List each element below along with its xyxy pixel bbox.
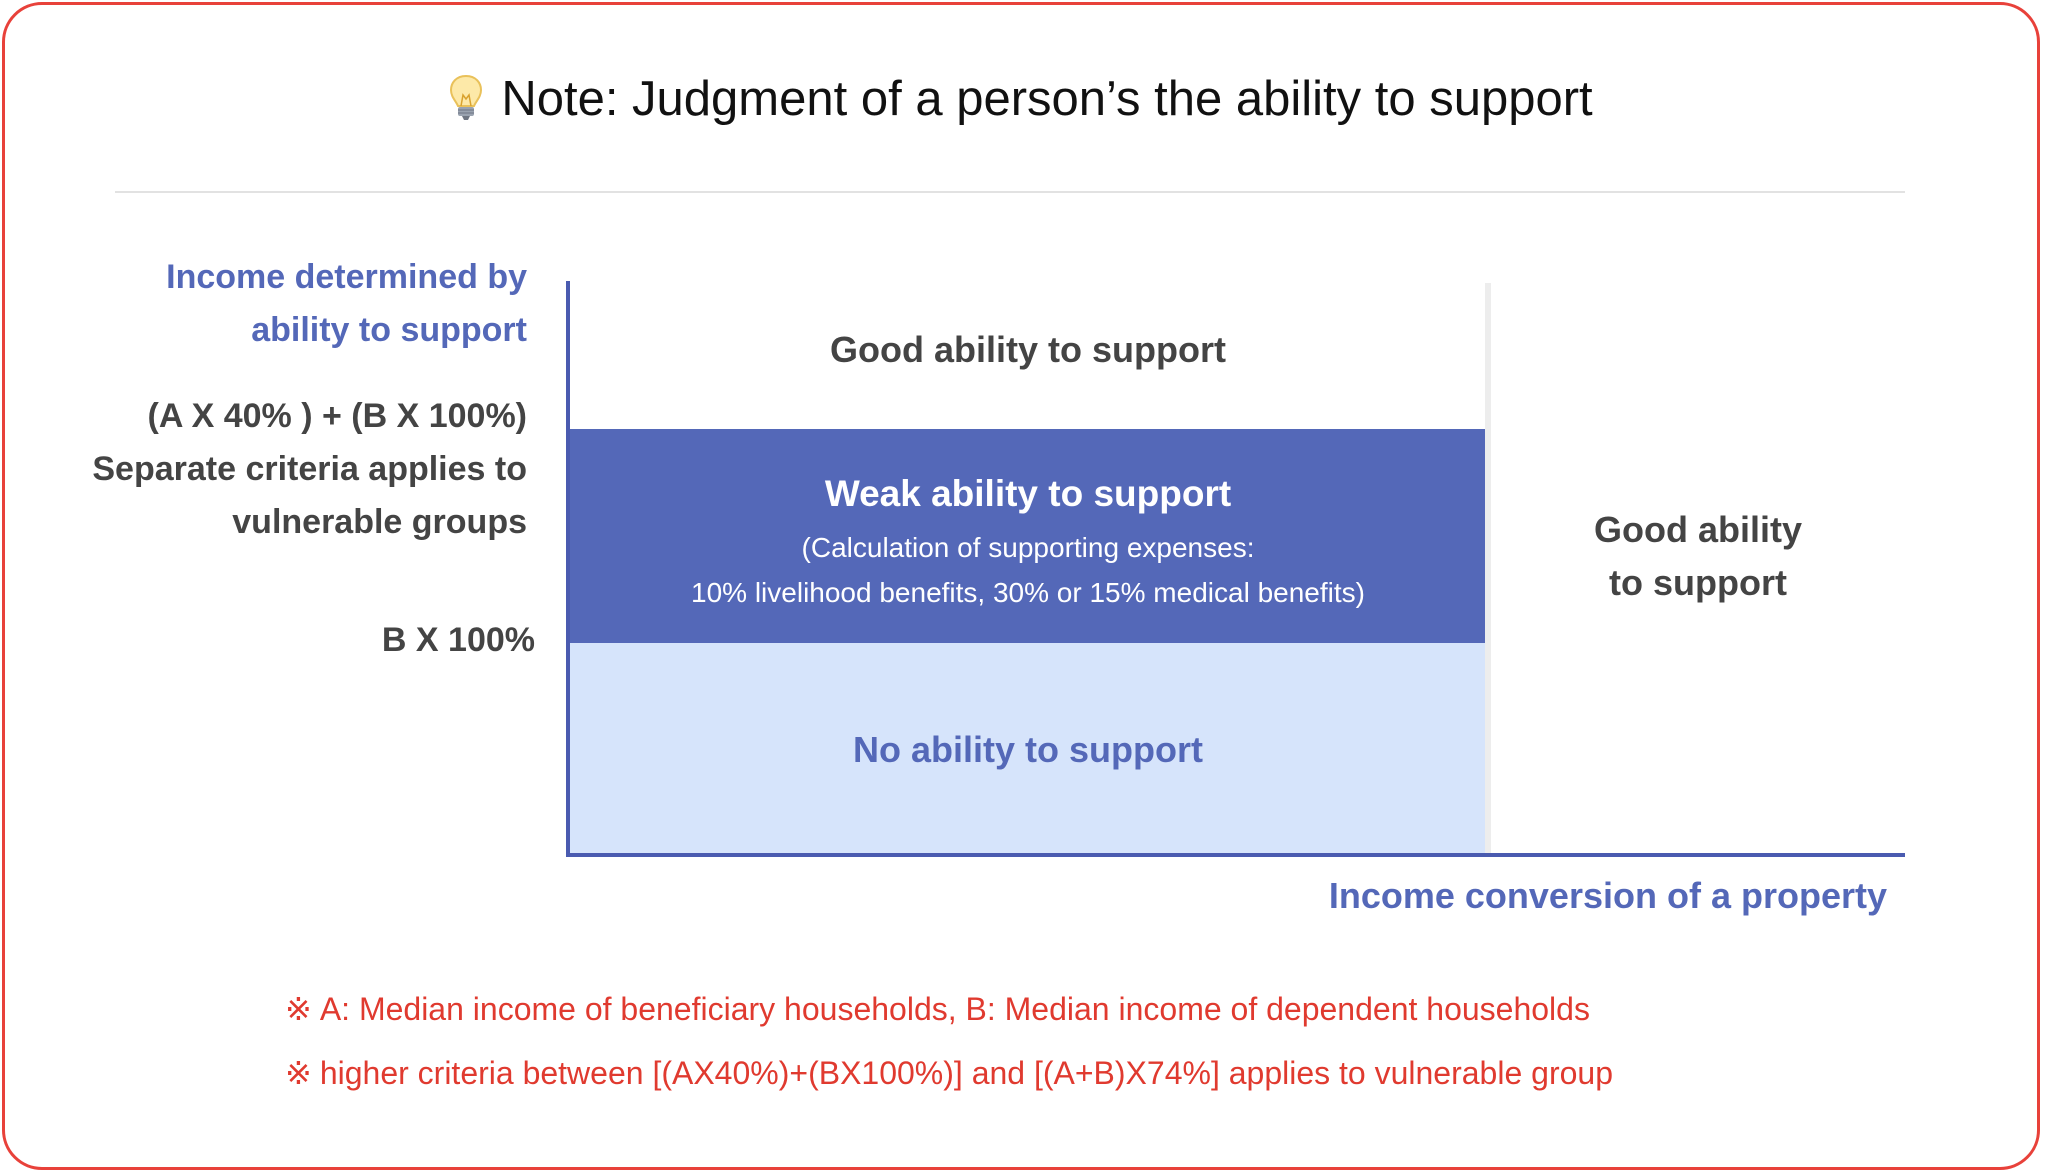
footnote-text: A: Median income of beneficiary househol… — [319, 991, 1590, 1027]
zone-no-ability-label: No ability to support — [853, 729, 1203, 770]
zone-good-ability-right: Good ability to support — [1491, 283, 1905, 853]
y-axis-label-line: ability to support — [251, 311, 527, 349]
zone-good-ability-right-line: Good ability — [1593, 509, 1802, 550]
upper-threshold-note: vulnerable groups — [232, 503, 527, 541]
reference-mark-icon: ※ — [285, 1055, 312, 1091]
zone-weak-ability-detail: (Calculation of supporting expenses: 10%… — [569, 525, 1487, 615]
lower-threshold-label: B X 100% — [381, 621, 535, 659]
zone-weak-ability-detail-line: (Calculation of supporting expenses: — [801, 532, 1255, 563]
zone-good-ability-top: Good ability to support — [569, 283, 1487, 429]
zone-good-ability-right-line: to support — [1609, 562, 1787, 603]
zone-good-ability-right-label: Good ability to support — [1491, 503, 1905, 609]
x-axis-label: Income conversion of a property — [1328, 875, 1887, 916]
title-divider — [115, 191, 1905, 193]
zone-weak-ability: Weak ability to support (Calculation of … — [569, 429, 1487, 643]
upper-threshold-formula: (A X 40% ) + (B X 100%) — [147, 397, 527, 435]
upper-threshold-note: Separate criteria applies to — [92, 450, 527, 488]
reference-mark-icon: ※ — [285, 991, 312, 1027]
title-text: Note: Judgment of a person’s the ability… — [501, 72, 1593, 126]
y-axis-label: Income determined by ability to support — [166, 251, 527, 357]
zone-weak-ability-detail-line: 10% livelihood benefits, 30% or 15% medi… — [691, 577, 1365, 608]
footnote-text: higher criteria between [(AX40%)+(BX100%… — [319, 1055, 1613, 1091]
page-title: Note: Judgment of a person’s the ability… — [5, 71, 2037, 135]
zone-no-ability: No ability to support — [569, 643, 1487, 855]
zone-weak-ability-title: Weak ability to support — [824, 473, 1232, 514]
y-axis-line — [566, 281, 570, 857]
footnote: ※ higher criteria between [(AX40%)+(BX100… — [285, 1053, 1613, 1117]
zone-good-ability-top-label: Good ability to support — [830, 329, 1226, 370]
upper-threshold-label: (A X 40% ) + (B X 100%) Separate criteri… — [92, 390, 527, 549]
footnote: ※ A: Median income of beneficiary househo… — [285, 989, 1613, 1053]
y-axis-label-line: Income determined by — [166, 258, 527, 296]
footnotes: ※ A: Median income of beneficiary househo… — [285, 989, 1613, 1117]
x-axis-line — [566, 853, 1905, 857]
lightbulb-icon — [449, 73, 483, 135]
property-threshold-separator — [1485, 283, 1491, 853]
